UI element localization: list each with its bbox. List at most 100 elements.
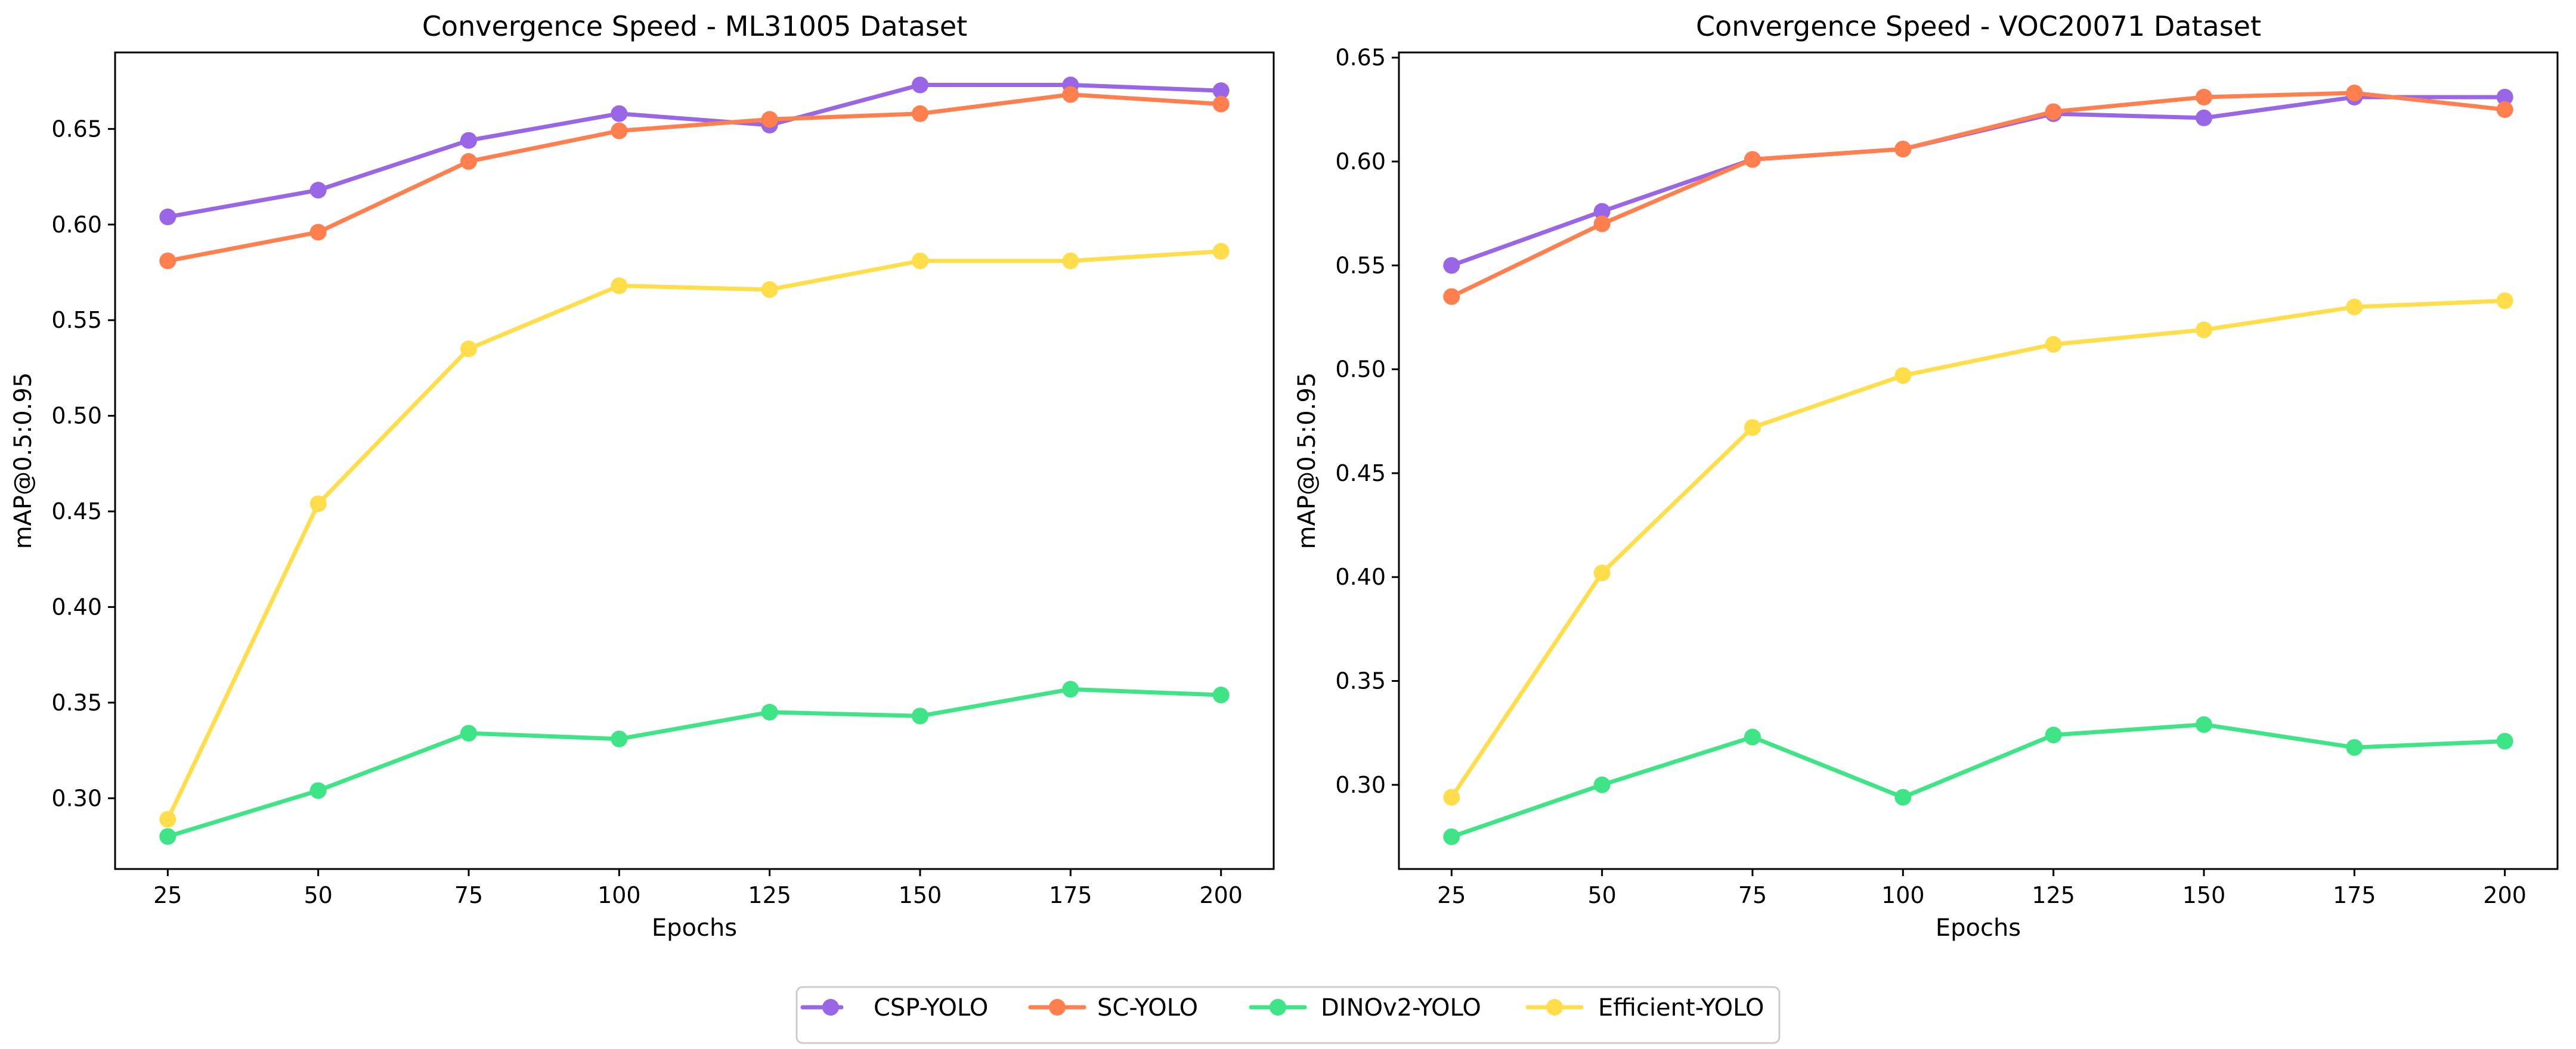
- y-tick-label: 0.45: [1335, 460, 1386, 486]
- data-point-csp-yolo: [611, 105, 628, 122]
- legend-entry-sc-yolo: SC-YOLO: [1028, 994, 1198, 1022]
- data-point-sc-yolo: [2196, 88, 2213, 105]
- data-point-dinov2-yolo: [2496, 733, 2513, 750]
- series-line-csp-yolo: [165, 83, 1224, 219]
- data-point-sc-yolo: [2496, 101, 2513, 118]
- y-tick-label: 0.55: [51, 307, 102, 333]
- legend-label-csp-yolo: CSP-YOLO: [874, 994, 988, 1022]
- data-point-dinov2-yolo: [2196, 716, 2213, 733]
- data-point-dinov2-yolo: [1894, 789, 1912, 806]
- data-point-dinov2-yolo: [1212, 687, 1230, 704]
- data-point-sc-yolo: [761, 111, 778, 128]
- chart-title: Convergence Speed - ML31005 Dataset: [422, 10, 967, 42]
- x-tick-label: 100: [597, 882, 641, 908]
- data-point-sc-yolo: [2045, 103, 2062, 120]
- x-tick-label: 75: [454, 882, 483, 908]
- y-tick-label: 0.65: [1335, 45, 1386, 71]
- data-point-csp-yolo: [1212, 82, 1230, 100]
- data-point-dinov2-yolo: [2045, 727, 2062, 744]
- legend-entry-efficient-yolo: Efficient-YOLO: [1525, 994, 1764, 1022]
- y-tick-label: 0.30: [1335, 772, 1386, 798]
- legend-label-dinov2-yolo: DINOv2-YOLO: [1321, 994, 1481, 1022]
- data-point-efficient-yolo: [912, 252, 929, 269]
- legend-entry-dinov2-yolo: DINOv2-YOLO: [1249, 994, 1481, 1022]
- data-point-dinov2-yolo: [761, 703, 778, 721]
- y-axis-label: mAP@0.5:0.95: [1293, 373, 1321, 550]
- legend: CSP-YOLO SC-YOLO DINOv2-YOLO Efficient-Y…: [795, 986, 1781, 1044]
- series-efficient-yolo: [1443, 292, 2513, 806]
- legend-marker-csp-yolo: [822, 999, 839, 1016]
- data-point-dinov2-yolo: [2346, 739, 2363, 756]
- data-point-efficient-yolo: [1744, 419, 1761, 436]
- y-tick-label: 0.35: [51, 690, 102, 716]
- series-csp-yolo: [159, 76, 1230, 225]
- series-sc-yolo: [1443, 84, 2513, 305]
- data-point-csp-yolo: [2196, 109, 2213, 126]
- y-axis-label: mAP@0.5:0.95: [10, 373, 37, 550]
- chart-title: Convergence Speed - VOC20071 Dataset: [1696, 10, 2261, 42]
- y-tick-label: 0.30: [51, 785, 102, 811]
- x-tick-label: 150: [899, 882, 942, 908]
- data-point-csp-yolo: [1593, 203, 1611, 220]
- data-point-csp-yolo: [1443, 257, 1460, 274]
- legend-marker-dinov2-yolo: [1270, 999, 1286, 1016]
- data-point-csp-yolo: [460, 132, 477, 149]
- data-point-sc-yolo: [1062, 86, 1079, 103]
- y-tick-label: 0.35: [1335, 668, 1386, 694]
- series-line-dinov2-yolo: [1449, 722, 2507, 839]
- x-tick-label: 150: [2182, 882, 2226, 908]
- y-tick-label: 0.40: [1335, 564, 1386, 590]
- y-tick-label: 0.50: [51, 403, 102, 429]
- data-point-efficient-yolo: [1443, 789, 1460, 806]
- data-point-dinov2-yolo: [159, 828, 177, 845]
- plot-area-frame: [114, 51, 1275, 870]
- series-sc-yolo: [159, 86, 1230, 269]
- data-point-efficient-yolo: [1062, 252, 1079, 269]
- legend-label-sc-yolo: SC-YOLO: [1097, 994, 1198, 1022]
- plot-area-frame: [1398, 51, 2559, 870]
- data-point-dinov2-yolo: [611, 730, 628, 747]
- series-efficient-yolo: [159, 243, 1230, 828]
- legend-marker-efficient-yolo: [1546, 999, 1563, 1016]
- legend-marker-sc-yolo: [1049, 999, 1066, 1016]
- x-tick-label: 200: [2483, 882, 2527, 908]
- y-tick-label: 0.40: [51, 594, 102, 620]
- x-tick-label: 50: [1587, 882, 1616, 908]
- data-point-sc-yolo: [460, 153, 477, 170]
- data-point-sc-yolo: [309, 224, 327, 241]
- x-tick-label: 125: [2032, 882, 2075, 908]
- data-point-efficient-yolo: [2346, 299, 2363, 316]
- data-point-sc-yolo: [611, 122, 628, 139]
- series-line-sc-yolo: [165, 92, 1224, 263]
- data-point-dinov2-yolo: [460, 725, 477, 742]
- data-point-sc-yolo: [1443, 288, 1460, 305]
- data-point-efficient-yolo: [611, 277, 628, 294]
- y-tick-label: 0.55: [1335, 252, 1386, 278]
- y-tick-label: 0.60: [51, 212, 102, 238]
- data-point-sc-yolo: [2346, 84, 2363, 101]
- data-point-efficient-yolo: [2045, 336, 2062, 353]
- data-point-efficient-yolo: [460, 340, 477, 358]
- data-point-dinov2-yolo: [1593, 776, 1611, 793]
- y-tick-label: 0.65: [51, 116, 102, 142]
- x-axis-label: Epochs: [1936, 914, 2021, 942]
- x-tick-label: 175: [2333, 882, 2376, 908]
- data-point-sc-yolo: [1744, 151, 1761, 168]
- x-axis-label: Epochs: [652, 914, 737, 942]
- x-tick-label: 75: [1738, 882, 1767, 908]
- x-tick-label: 125: [748, 882, 791, 908]
- series-line-sc-yolo: [1449, 91, 2507, 299]
- data-point-efficient-yolo: [1212, 243, 1230, 260]
- data-point-efficient-yolo: [309, 495, 327, 513]
- series-line-dinov2-yolo: [165, 687, 1224, 839]
- data-point-csp-yolo: [159, 208, 177, 225]
- data-point-dinov2-yolo: [1062, 681, 1079, 698]
- y-tick-label: 0.60: [1335, 148, 1386, 175]
- data-point-efficient-yolo: [2496, 292, 2513, 309]
- x-tick-label: 100: [1881, 882, 1925, 908]
- data-point-dinov2-yolo: [912, 707, 929, 725]
- data-point-dinov2-yolo: [309, 782, 327, 799]
- data-point-csp-yolo: [309, 182, 327, 199]
- data-point-csp-yolo: [912, 76, 929, 94]
